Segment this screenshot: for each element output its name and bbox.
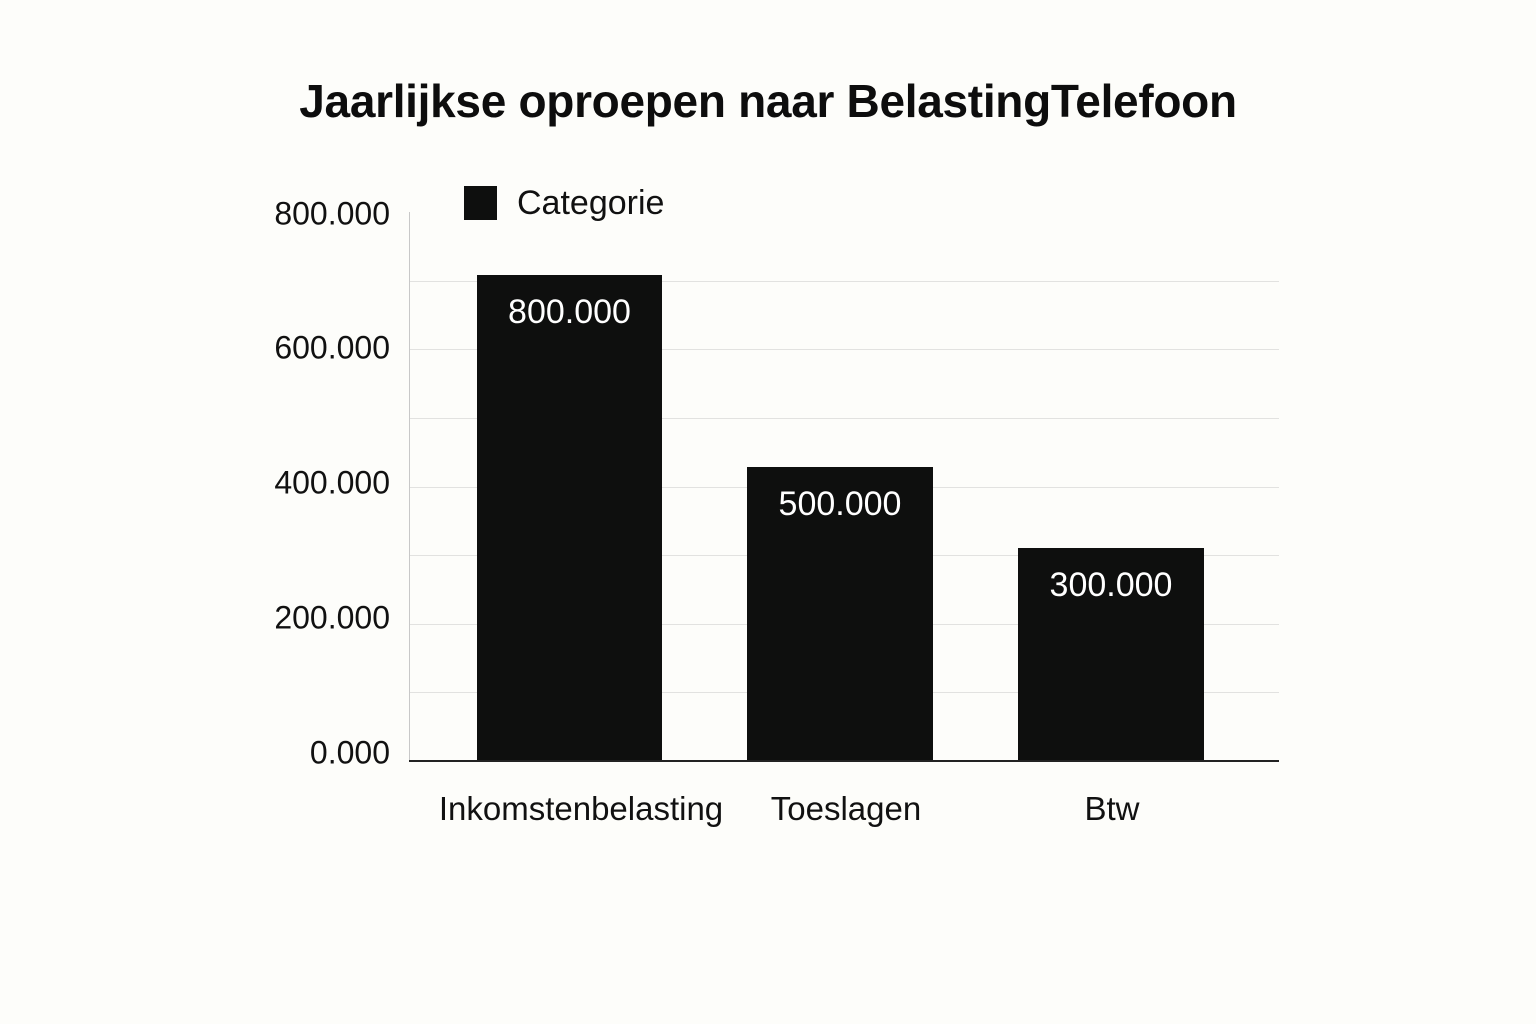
x-tick-label: Inkomstenbelasting [438,790,724,827]
gridline [410,281,1279,282]
bar-value-label: 800.000 [508,293,631,331]
chart-title: Jaarlijkse oproepen naar BelastingTelefo… [299,75,1237,127]
legend-label: Categorie [517,184,665,222]
legend-swatch-icon [464,186,497,220]
bar-btw: 300.000 [1018,548,1204,761]
bar-value-label: 500.000 [778,485,902,523]
gridline [410,349,1279,350]
legend: Categorie [464,186,664,220]
y-axis-line [409,212,410,761]
y-tick-label: 800.000 [274,195,390,232]
y-tick-label: 200.000 [274,599,390,636]
bar-value-label: 300.000 [1049,566,1173,604]
bar-toeslagen: 500.000 [747,467,933,761]
x-axis-line [409,760,1279,762]
y-tick-label: 400.000 [274,464,390,501]
bar-inkomstenbelasting: 800.000 [477,275,662,761]
x-tick-label: Toeslagen [770,790,922,827]
y-tick-label: 0.000 [309,734,390,771]
x-tick-label: Btw [1084,790,1140,827]
gridline [410,418,1279,419]
y-tick-label: 600.000 [274,329,390,366]
